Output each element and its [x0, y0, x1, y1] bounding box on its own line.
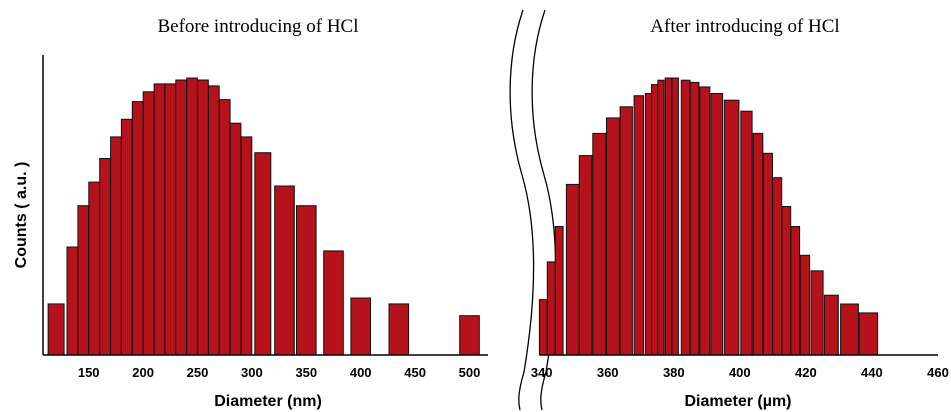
left-bar	[388, 303, 410, 356]
right-bar	[790, 226, 801, 356]
right-x-axis-label: Diameter (µm)	[684, 393, 791, 410]
left-tick-labels: 150 200 250 300 350 400 450 500	[78, 365, 481, 380]
right-bar	[606, 117, 620, 356]
right-bar	[840, 303, 859, 356]
left-bar	[197, 79, 209, 356]
left-bar	[240, 136, 253, 356]
right-bar	[740, 110, 753, 356]
right-bar	[810, 270, 824, 356]
right-bar	[644, 93, 652, 356]
left-tick-label: 250	[187, 365, 209, 380]
right-tick-label: 440	[861, 365, 883, 380]
right-bar	[633, 95, 644, 356]
right-bar	[578, 155, 593, 356]
right-bar	[680, 79, 691, 356]
right-bar	[781, 206, 792, 356]
right-tick-label: 360	[597, 365, 619, 380]
right-bar	[689, 81, 700, 356]
left-bar	[175, 79, 188, 356]
left-tick-label: 500	[459, 365, 481, 380]
right-bar	[762, 152, 774, 356]
left-bar	[88, 181, 101, 356]
left-panel: Before introducing of HCl 150 200 250 300 35…	[42, 16, 488, 410]
right-bar	[823, 294, 839, 356]
right-bar	[657, 79, 665, 356]
right-panel: After introducing of HCl 340 360 380 400 420…	[531, 16, 949, 410]
left-tick-label: 400	[350, 365, 372, 380]
right-bar	[554, 226, 564, 356]
left-bar	[218, 99, 231, 356]
left-bar	[229, 122, 242, 356]
right-bar	[664, 77, 673, 356]
left-bar	[153, 83, 166, 356]
right-bar	[671, 77, 679, 356]
left-bar	[186, 77, 198, 356]
right-bar	[565, 183, 580, 356]
right-bar	[699, 86, 711, 356]
left-bar	[296, 205, 317, 356]
right-tick-label: 380	[663, 365, 685, 380]
right-bar	[772, 177, 783, 356]
right-bar	[619, 106, 633, 356]
left-bar	[47, 303, 65, 356]
left-tick-label: 450	[404, 365, 426, 380]
left-tick-label: 200	[132, 365, 154, 380]
left-bar	[131, 101, 144, 356]
right-panel-title: After introducing of HCl	[650, 16, 839, 37]
right-tick-label: 420	[795, 365, 817, 380]
right-tick-label: 460	[927, 365, 949, 380]
right-tick-label: 400	[729, 365, 751, 380]
right-bar	[546, 261, 556, 356]
right-bars	[538, 77, 879, 356]
left-tick-label: 150	[78, 365, 100, 380]
left-panel-title: Before introducing of HCl	[157, 16, 358, 37]
left-bar	[254, 152, 272, 356]
y-axis-label: Counts ( a.u. )	[13, 162, 30, 269]
left-bar	[164, 83, 177, 356]
left-bar	[120, 118, 133, 356]
axis-break-mark	[509, 9, 557, 411]
left-bar	[274, 185, 295, 356]
right-bar	[592, 132, 607, 356]
right-bar	[799, 254, 811, 356]
right-bar	[858, 312, 879, 356]
left-bar	[208, 85, 220, 356]
right-bar	[538, 299, 548, 356]
right-tick-label: 340	[531, 365, 553, 380]
left-bar	[323, 250, 344, 356]
left-bar	[110, 136, 122, 356]
left-x-axis-label: Diameter (nm)	[214, 393, 322, 410]
left-bar	[459, 315, 480, 356]
right-bar	[723, 99, 740, 356]
right-bar	[752, 132, 764, 356]
left-bars	[47, 77, 480, 356]
right-bar	[651, 84, 659, 356]
left-bar	[350, 297, 371, 356]
right-bar	[710, 93, 724, 356]
left-bar	[99, 158, 111, 356]
right-tick-labels: 340 360 380 400 420 440 460	[531, 365, 949, 380]
left-bar	[142, 91, 155, 356]
left-bar	[66, 246, 79, 356]
left-bar	[77, 205, 90, 356]
left-tick-label: 300	[241, 365, 263, 380]
left-tick-label: 350	[295, 365, 317, 380]
